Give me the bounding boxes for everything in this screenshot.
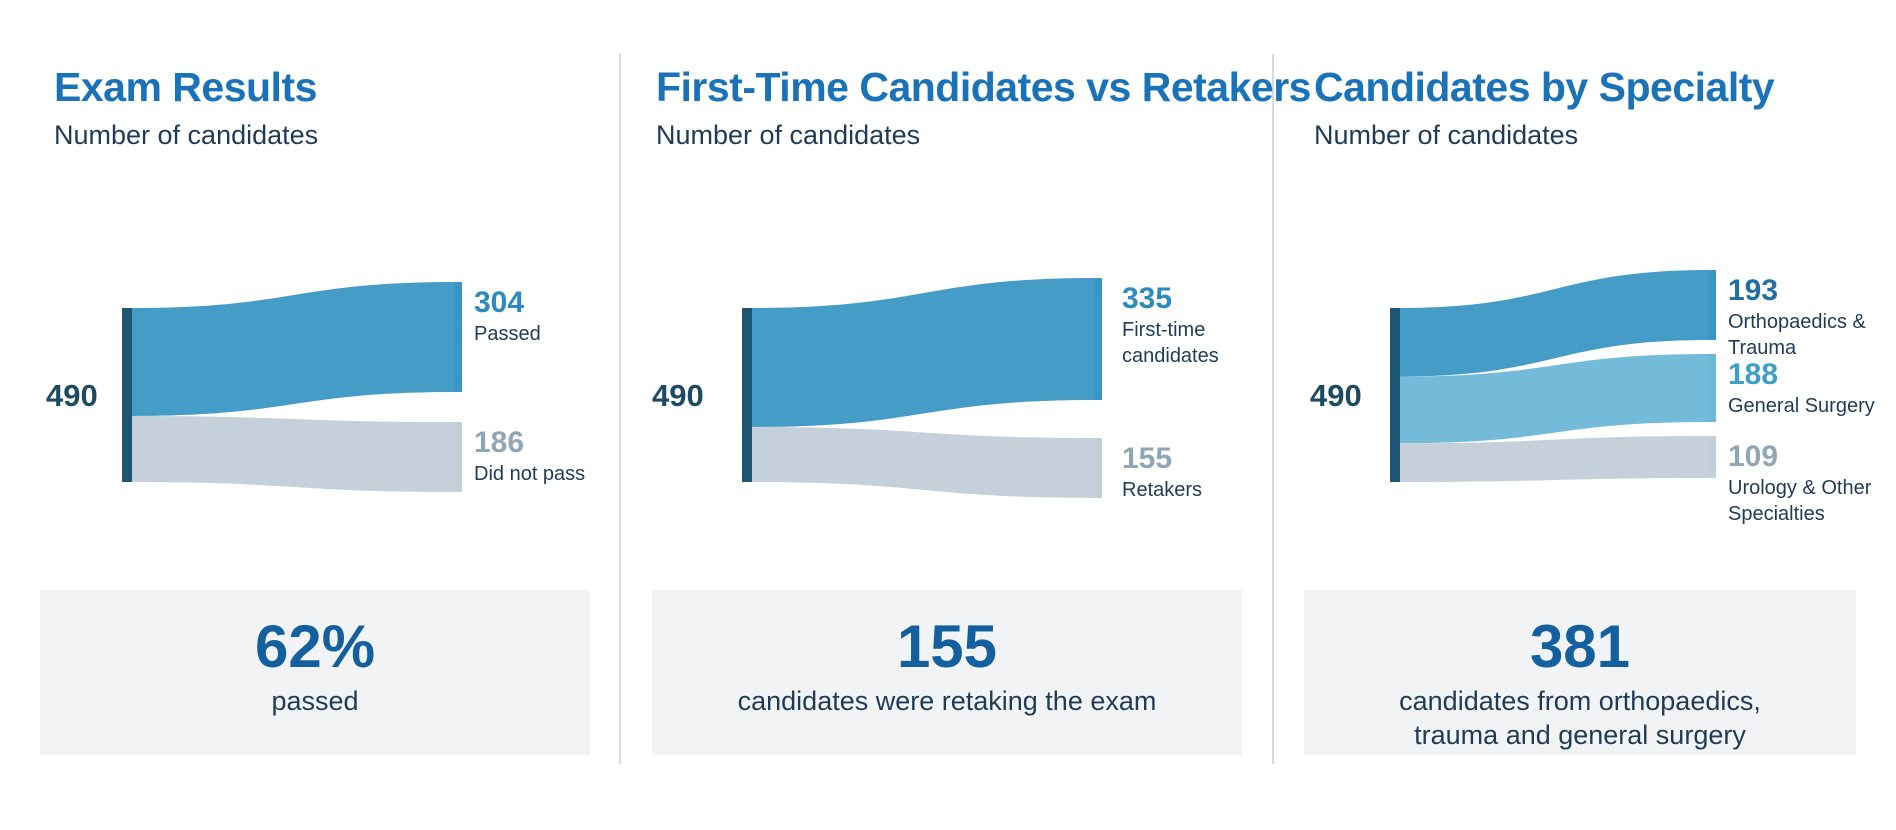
- stat-value: 155: [896, 613, 998, 680]
- source-bar: [122, 308, 132, 482]
- flow-end-bar: [1708, 354, 1716, 422]
- flow-value-label: 188: [1728, 358, 1778, 391]
- flow-band: [132, 282, 456, 416]
- stat-value: 381: [1529, 613, 1631, 680]
- stat-box: 155 candidates were retaking the exam: [652, 590, 1242, 755]
- flow-value-label: 155: [1122, 442, 1172, 475]
- panel-exam-results: Exam Results Number of candidates 304 Pas…: [40, 0, 614, 830]
- flow-end-bar: [1094, 278, 1102, 400]
- flow-value-label: 335: [1122, 282, 1172, 315]
- total-value-label: 490: [652, 378, 704, 413]
- flow-category-label: General Surgery: [1728, 395, 1875, 417]
- panel-by-specialty: Candidates by Specialty Number of candid…: [1304, 0, 1884, 830]
- stat-value: 62%: [254, 613, 376, 680]
- flow-band: [132, 415, 456, 492]
- flow-category-label: Trauma: [1728, 337, 1797, 359]
- flow-end-bar: [1094, 438, 1102, 498]
- panel-title: Exam Results: [54, 64, 317, 110]
- flow-value-label: 186: [474, 426, 524, 459]
- sankey-chart: 335 First-time candidates 155 Retakers 490: [652, 278, 1219, 501]
- flow-category-label: Passed: [474, 323, 541, 345]
- flow-band: [1400, 354, 1710, 444]
- source-bar: [742, 308, 752, 482]
- stat-box: 381 candidates from orthopaedics, trauma…: [1304, 590, 1856, 755]
- sankey-chart: 304 Passed 186 Did not pass 490: [46, 282, 585, 492]
- source-bar: [1390, 308, 1400, 482]
- panel-divider: [619, 54, 621, 764]
- panel-title: Candidates by Specialty: [1314, 64, 1775, 110]
- flow-category-label: Orthopaedics &: [1728, 311, 1867, 333]
- flow-category-label: Specialties: [1728, 503, 1825, 525]
- flow-category-label: First-time: [1122, 319, 1205, 341]
- flow-category-label: Retakers: [1122, 479, 1202, 501]
- flow-end-bar: [1708, 270, 1716, 340]
- total-value-label: 490: [46, 378, 98, 413]
- total-value-label: 490: [1310, 378, 1362, 413]
- panel-first-time-vs-retakers: First-Time Candidates vs Retakers Number…: [652, 0, 1311, 830]
- flow-value-label: 304: [474, 286, 524, 319]
- stat-text: candidates from orthopaedics, trauma and…: [1399, 686, 1761, 750]
- flow-category-label: Urology & Other: [1728, 477, 1872, 499]
- flow-band: [752, 426, 1096, 498]
- flow-category-label: Did not pass: [474, 463, 585, 485]
- flow-end-bar: [454, 282, 462, 392]
- panel-subtitle: Number of candidates: [656, 120, 921, 150]
- flow-band: [1400, 270, 1710, 377]
- panel-subtitle: Number of candidates: [1314, 120, 1579, 150]
- panel-title: First-Time Candidates vs Retakers: [656, 64, 1311, 110]
- panel-divider: [1272, 54, 1274, 764]
- flow-value-label: 193: [1728, 274, 1778, 307]
- flow-band: [1400, 436, 1710, 482]
- panel-subtitle: Number of candidates: [54, 120, 319, 150]
- flow-end-bar: [454, 422, 462, 492]
- stat-text: passed: [271, 686, 359, 716]
- stat-box: 62% passed: [40, 590, 590, 755]
- flow-end-bar: [1708, 436, 1716, 478]
- flow-category-label: candidates: [1122, 345, 1219, 367]
- stat-text: candidates were retaking the exam: [737, 686, 1157, 716]
- flow-band: [752, 278, 1096, 427]
- flow-value-label: 109: [1728, 440, 1778, 473]
